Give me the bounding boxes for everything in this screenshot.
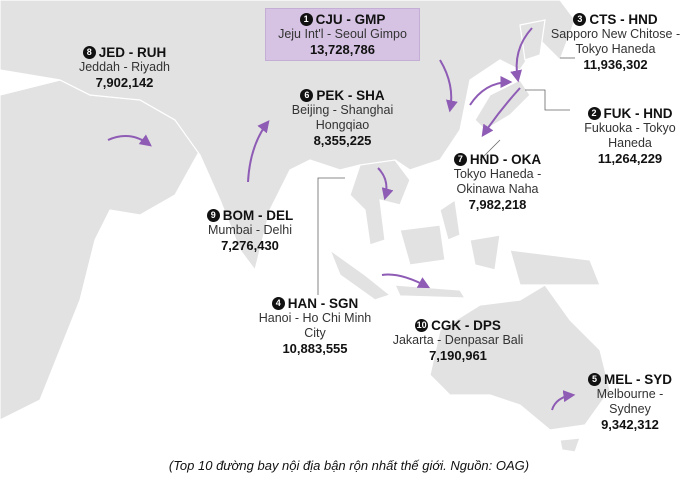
airports: Fukuoka - Tokyo Haneda <box>584 121 676 150</box>
rank-badge: 3 <box>573 13 587 26</box>
route-label: 10 CGK - DPS Jakarta - Denpasar Bali 7,190,… <box>378 318 538 363</box>
passengers: 13,728,786 <box>309 42 376 57</box>
route-header: 9 BOM - DEL <box>190 208 310 223</box>
route-label: 3 CTS - HND Sapporo New Chitose - Tokyo Ha… <box>538 12 693 72</box>
route-label: 8 JED - RUH Jeddah - Riyadh 7,902,142 <box>62 45 187 90</box>
route-code: CGK - DPS <box>431 318 501 333</box>
map <box>0 0 611 453</box>
rank-badge: 1 <box>299 13 313 26</box>
rank-badge: 7 <box>453 153 467 166</box>
rank-badge: 2 <box>587 107 601 120</box>
route-header: 6 PEK - SHA <box>285 88 400 103</box>
route-code: JED - RUH <box>98 45 167 60</box>
leader-lines <box>317 57 575 295</box>
airports: Beijing - Shanghai Hongqiao <box>291 103 394 132</box>
airports: Mumbai - Delhi <box>207 223 293 237</box>
route-arrows <box>107 27 576 411</box>
airports: Hanoi - Ho Chi Minh City <box>258 311 372 340</box>
route-label: 2 FUK - HND Fukuoka - Tokyo Haneda 11,264,2… <box>565 106 695 166</box>
route-label: 6 PEK - SHA Beijing - Shanghai Hongqiao 8,3… <box>285 88 400 148</box>
route-label: 1 CJU - GMP Jeju Int'l - Seoul Gimpo 13,728… <box>265 8 420 61</box>
route-code: BOM - DEL <box>222 208 294 223</box>
caption: (Top 10 đường bay nội địa bận rộn nhất t… <box>168 458 530 473</box>
route-header: 2 FUK - HND <box>565 106 695 121</box>
route-code: HND - OKA <box>469 152 542 167</box>
route-header: 5 MEL - SYD <box>575 372 685 387</box>
route-label: 9 BOM - DEL Mumbai - Delhi 7,276,430 <box>190 208 310 253</box>
route-code: FUK - HND <box>603 106 673 121</box>
route-code: MEL - SYD <box>603 372 672 387</box>
passengers: 7,982,218 <box>468 197 527 212</box>
rank-badge: 5 <box>587 373 601 386</box>
land <box>0 0 611 453</box>
rank-badge: 4 <box>271 297 285 310</box>
passengers: 10,883,555 <box>282 341 348 356</box>
route-header: 3 CTS - HND <box>538 12 693 27</box>
passengers: 7,276,430 <box>221 238 279 253</box>
route-code: HAN - SGN <box>287 296 359 311</box>
airports: Jeju Int'l - Seoul Gimpo <box>278 27 407 41</box>
rank-badge: 10 <box>415 319 429 332</box>
passengers: 8,355,225 <box>313 133 372 148</box>
route-label: 5 MEL - SYD Melbourne - Sydney 9,342,312 <box>575 372 685 432</box>
route-header: 1 CJU - GMP <box>266 12 419 27</box>
passengers: 9,342,312 <box>601 417 659 432</box>
route-header: 8 JED - RUH <box>62 45 187 60</box>
passengers: 7,190,961 <box>429 348 487 363</box>
route-header: 10 CGK - DPS <box>378 318 538 333</box>
passengers: 7,902,142 <box>95 75 154 90</box>
airports: Melbourne - Sydney <box>596 387 664 416</box>
route-code: CJU - GMP <box>315 12 386 27</box>
route-code: CTS - HND <box>589 12 658 27</box>
passengers: 11,936,302 <box>583 57 648 72</box>
route-header: 7 HND - OKA <box>440 152 555 167</box>
passengers: 11,264,229 <box>597 151 663 166</box>
rank-badge: 6 <box>300 89 314 102</box>
route-label: 7 HND - OKA Tokyo Haneda - Okinawa Naha 7,9… <box>440 152 555 212</box>
airports: Sapporo New Chitose - Tokyo Haneda <box>550 27 681 56</box>
route-label: 4 HAN - SGN Hanoi - Ho Chi Minh City 10,883… <box>255 296 375 356</box>
rank-badge: 9 <box>206 209 220 222</box>
airports: Jakarta - Denpasar Bali <box>392 333 524 347</box>
rank-badge: 8 <box>82 46 96 59</box>
route-code: PEK - SHA <box>316 88 385 103</box>
airports: Jeddah - Riyadh <box>78 60 171 74</box>
route-header: 4 HAN - SGN <box>255 296 375 311</box>
airports: Tokyo Haneda - Okinawa Naha <box>453 167 542 196</box>
